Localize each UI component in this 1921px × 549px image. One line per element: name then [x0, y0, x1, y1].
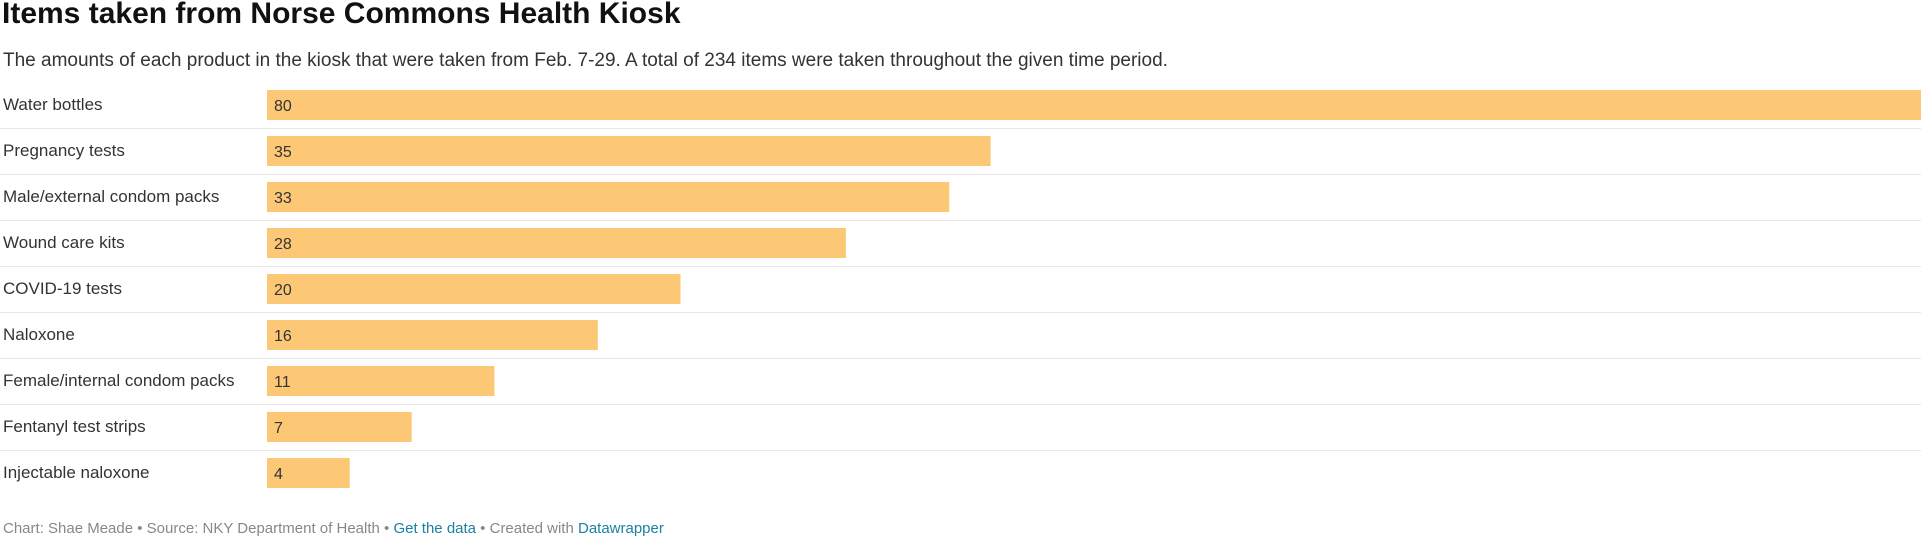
footer-credit: Chart: Shae Meade — [3, 520, 134, 537]
value-label: 28 — [274, 236, 292, 253]
category-label: Fentanyl test strips — [3, 417, 146, 436]
chart-subtitle: The amounts of each product in the kiosk… — [3, 50, 1168, 71]
category-label: Male/external condom packs — [3, 187, 219, 206]
bar — [267, 458, 350, 488]
category-label: Wound care kits — [3, 233, 125, 252]
category-label: Female/internal condom packs — [3, 371, 235, 390]
bar — [267, 366, 495, 396]
bar — [267, 320, 598, 350]
value-label: 4 — [274, 466, 283, 483]
value-label: 11 — [274, 374, 291, 391]
category-label: Water bottles — [3, 95, 103, 114]
category-label: Naloxone — [3, 325, 75, 344]
bar — [267, 182, 950, 212]
row-dividers — [0, 128, 1921, 451]
value-label: 33 — [274, 190, 292, 207]
chart-title: Items taken from Norse Commons Health Ki… — [2, 0, 681, 30]
bar — [267, 90, 1921, 120]
value-label: 20 — [274, 282, 292, 299]
category-label: Injectable naloxone — [3, 463, 150, 482]
footer-separator: • — [379, 520, 394, 537]
get-the-data-link[interactable]: Get the data — [393, 520, 477, 537]
bar-chart: Water bottles Pregnancy tests Male/externa… — [0, 90, 1921, 488]
category-labels: Water bottles Pregnancy tests Male/externa… — [3, 95, 235, 482]
bar — [267, 228, 846, 258]
category-label: Pregnancy tests — [3, 141, 125, 160]
chart-footer: Chart: Shae Meade • Source: NKY Departme… — [3, 519, 664, 539]
bar — [267, 136, 991, 166]
value-label: 35 — [274, 144, 292, 161]
footer-source: Source: NKY Department of Health — [146, 520, 380, 537]
footer-created-with: Created with — [489, 520, 578, 537]
value-label: 16 — [274, 328, 292, 345]
footer-separator: • — [476, 520, 490, 537]
value-labels: 80 35 33 28 20 16 11 7 4 — [274, 98, 292, 483]
datawrapper-link[interactable]: Datawrapper — [577, 520, 664, 537]
footer-separator: • — [133, 520, 147, 537]
category-label: COVID-19 tests — [3, 279, 122, 298]
value-label: 80 — [274, 98, 292, 115]
value-label: 7 — [274, 420, 283, 437]
bar — [267, 274, 681, 304]
bars — [267, 90, 1921, 488]
bar — [267, 412, 412, 442]
